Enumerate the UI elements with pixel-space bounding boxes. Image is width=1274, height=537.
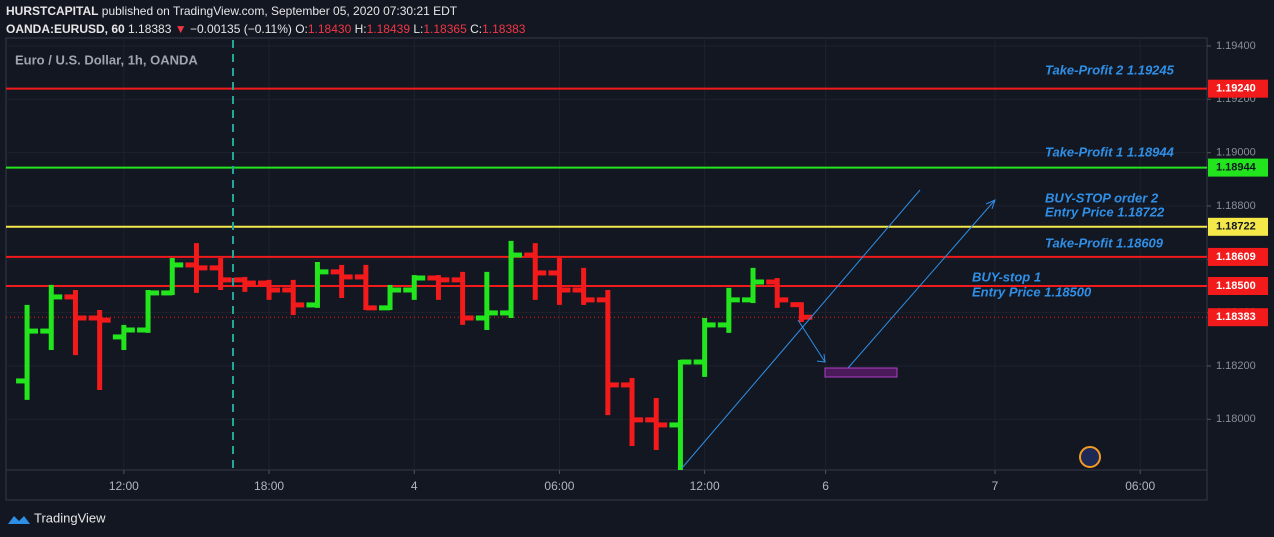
target-box xyxy=(824,367,898,378)
price-label: 1.18500 xyxy=(1216,280,1256,292)
price-label: 1.18609 xyxy=(1216,251,1256,263)
y-tick-label: 1.18200 xyxy=(1216,360,1256,372)
legend: Euro / U.S. Dollar, 1h, OANDA xyxy=(15,52,198,67)
y-tick-label: 1.18800 xyxy=(1216,200,1256,212)
annotation: Take-Profit 1 1.18944 xyxy=(1045,144,1175,159)
x-tick-label: 4 xyxy=(411,479,418,493)
x-tick-label: 12:00 xyxy=(690,479,720,493)
grid xyxy=(6,38,1207,470)
change-arrow: ▼ xyxy=(175,22,187,36)
ohlc-key: C: xyxy=(470,22,482,36)
price-label-box xyxy=(1208,277,1268,295)
published: published on TradingView.com, September … xyxy=(102,4,458,18)
price-label: 1.18944 xyxy=(1216,162,1257,174)
annotation: BUY-stop 1 xyxy=(972,269,1041,284)
annotation: BUY-STOP order 2 xyxy=(1045,190,1159,205)
ohlc-key: H: xyxy=(355,22,367,36)
event-icon xyxy=(1079,446,1101,468)
ohlc-value: 1.18365 xyxy=(423,22,467,36)
y-tick-label: 1.19000 xyxy=(1216,147,1256,159)
price-label-box xyxy=(1208,247,1268,266)
arrow-head xyxy=(816,353,826,363)
price-label-box xyxy=(1208,217,1268,236)
price-label: 1.19240 xyxy=(1216,83,1256,95)
price-label: 1.18722 xyxy=(1216,221,1256,233)
annotation: Entry Price 1.18722 xyxy=(1045,204,1165,219)
header-line-2: OANDA:EURUSD, 60 1.18383 ▼ −0.00135 (−0.… xyxy=(6,22,526,36)
ohlc-value: 1.18383 xyxy=(482,22,526,36)
x-tick-label: 06:00 xyxy=(544,479,574,493)
header-line-1: HURSTCAPITAL published on TradingView.co… xyxy=(6,4,458,18)
x-tick-label: 6 xyxy=(822,479,829,493)
symbol: OANDA:EURUSD, 60 xyxy=(6,22,125,36)
y-tick-label: 1.18000 xyxy=(1216,413,1256,425)
levels xyxy=(6,87,1207,318)
annotation: Entry Price 1.18500 xyxy=(972,284,1092,299)
x-tick-label: 12:00 xyxy=(109,479,139,493)
annotation: Take-Profit 2 1.19245 xyxy=(1045,62,1175,77)
arrow-head xyxy=(985,199,996,210)
trend-line xyxy=(681,189,921,469)
x-tick-label: 06:00 xyxy=(1125,479,1155,493)
brand: TradingView xyxy=(34,510,106,525)
x-tick-label: 18:00 xyxy=(254,479,284,493)
price-label: 1.18383 xyxy=(1216,311,1256,323)
logo xyxy=(8,516,30,524)
ohlc-value: 1.18439 xyxy=(367,22,411,36)
ohlc-key: O: xyxy=(295,22,308,36)
down-arrow xyxy=(797,319,826,363)
change: −0.00135 (−0.11%) xyxy=(190,22,292,36)
ohlc-key: L: xyxy=(413,22,423,36)
x-tick-label: 7 xyxy=(992,479,999,493)
drawings xyxy=(681,189,996,469)
ohlc-value: 1.18430 xyxy=(308,22,352,36)
last-price: 1.18383 xyxy=(128,22,172,36)
trend-arrow xyxy=(847,199,996,369)
price-label-box xyxy=(1208,79,1268,98)
annotation: Take-Profit 1.18609 xyxy=(1045,235,1164,250)
price-label-box xyxy=(1208,308,1268,327)
y-tick-label: 1.19400 xyxy=(1216,40,1256,52)
bars xyxy=(16,240,813,470)
author: HURSTCAPITAL xyxy=(6,4,98,18)
price-label-box xyxy=(1208,158,1268,177)
